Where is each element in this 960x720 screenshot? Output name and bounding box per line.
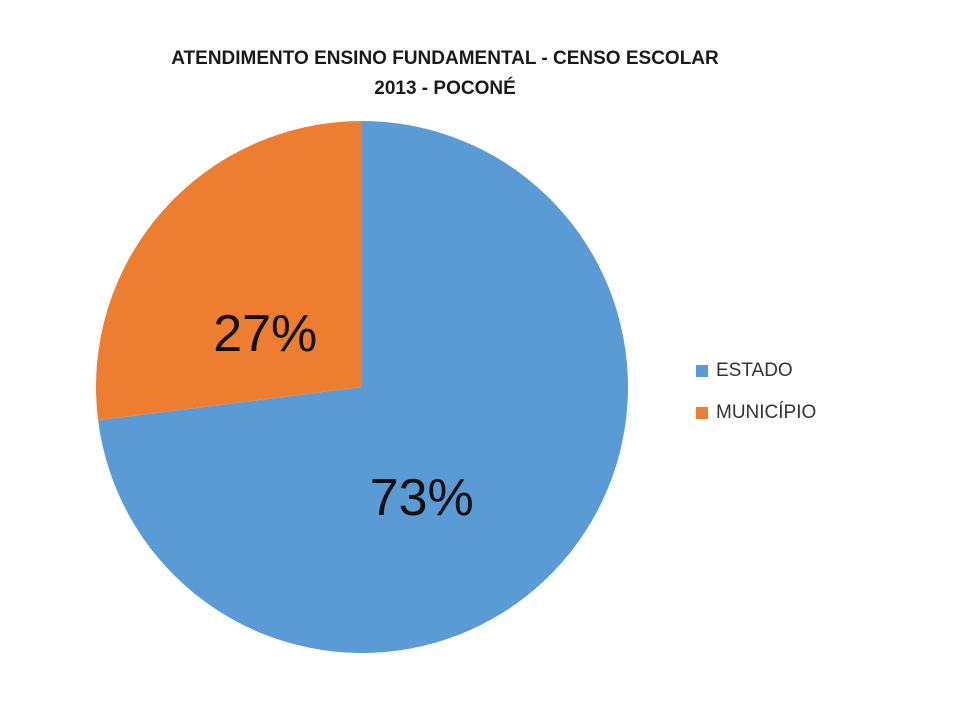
- legend-item-municipio: MUNICÍPIO: [696, 392, 816, 434]
- chart-title: ATENDIMENTO ENSINO FUNDAMENTAL - CENSO E…: [90, 44, 800, 104]
- chart-title-line-2: 2013 - POCONÉ: [374, 78, 516, 99]
- data-label-municipio: 27%: [213, 305, 317, 363]
- data-label-estado: 73%: [370, 469, 474, 527]
- legend-item-estado: ESTADO: [696, 350, 816, 392]
- legend-swatch-municipio: [696, 407, 708, 419]
- chart-legend: ESTADO MUNICÍPIO: [696, 350, 816, 434]
- chart-title-line-1: ATENDIMENTO ENSINO FUNDAMENTAL - CENSO E…: [171, 48, 719, 69]
- pie-slice-estado: [98, 121, 628, 654]
- pie-slice-municipio: [95, 121, 362, 421]
- legend-swatch-estado: [696, 365, 708, 377]
- legend-label-municipio: MUNICÍPIO: [716, 402, 817, 423]
- legend-label-estado: ESTADO: [716, 360, 793, 381]
